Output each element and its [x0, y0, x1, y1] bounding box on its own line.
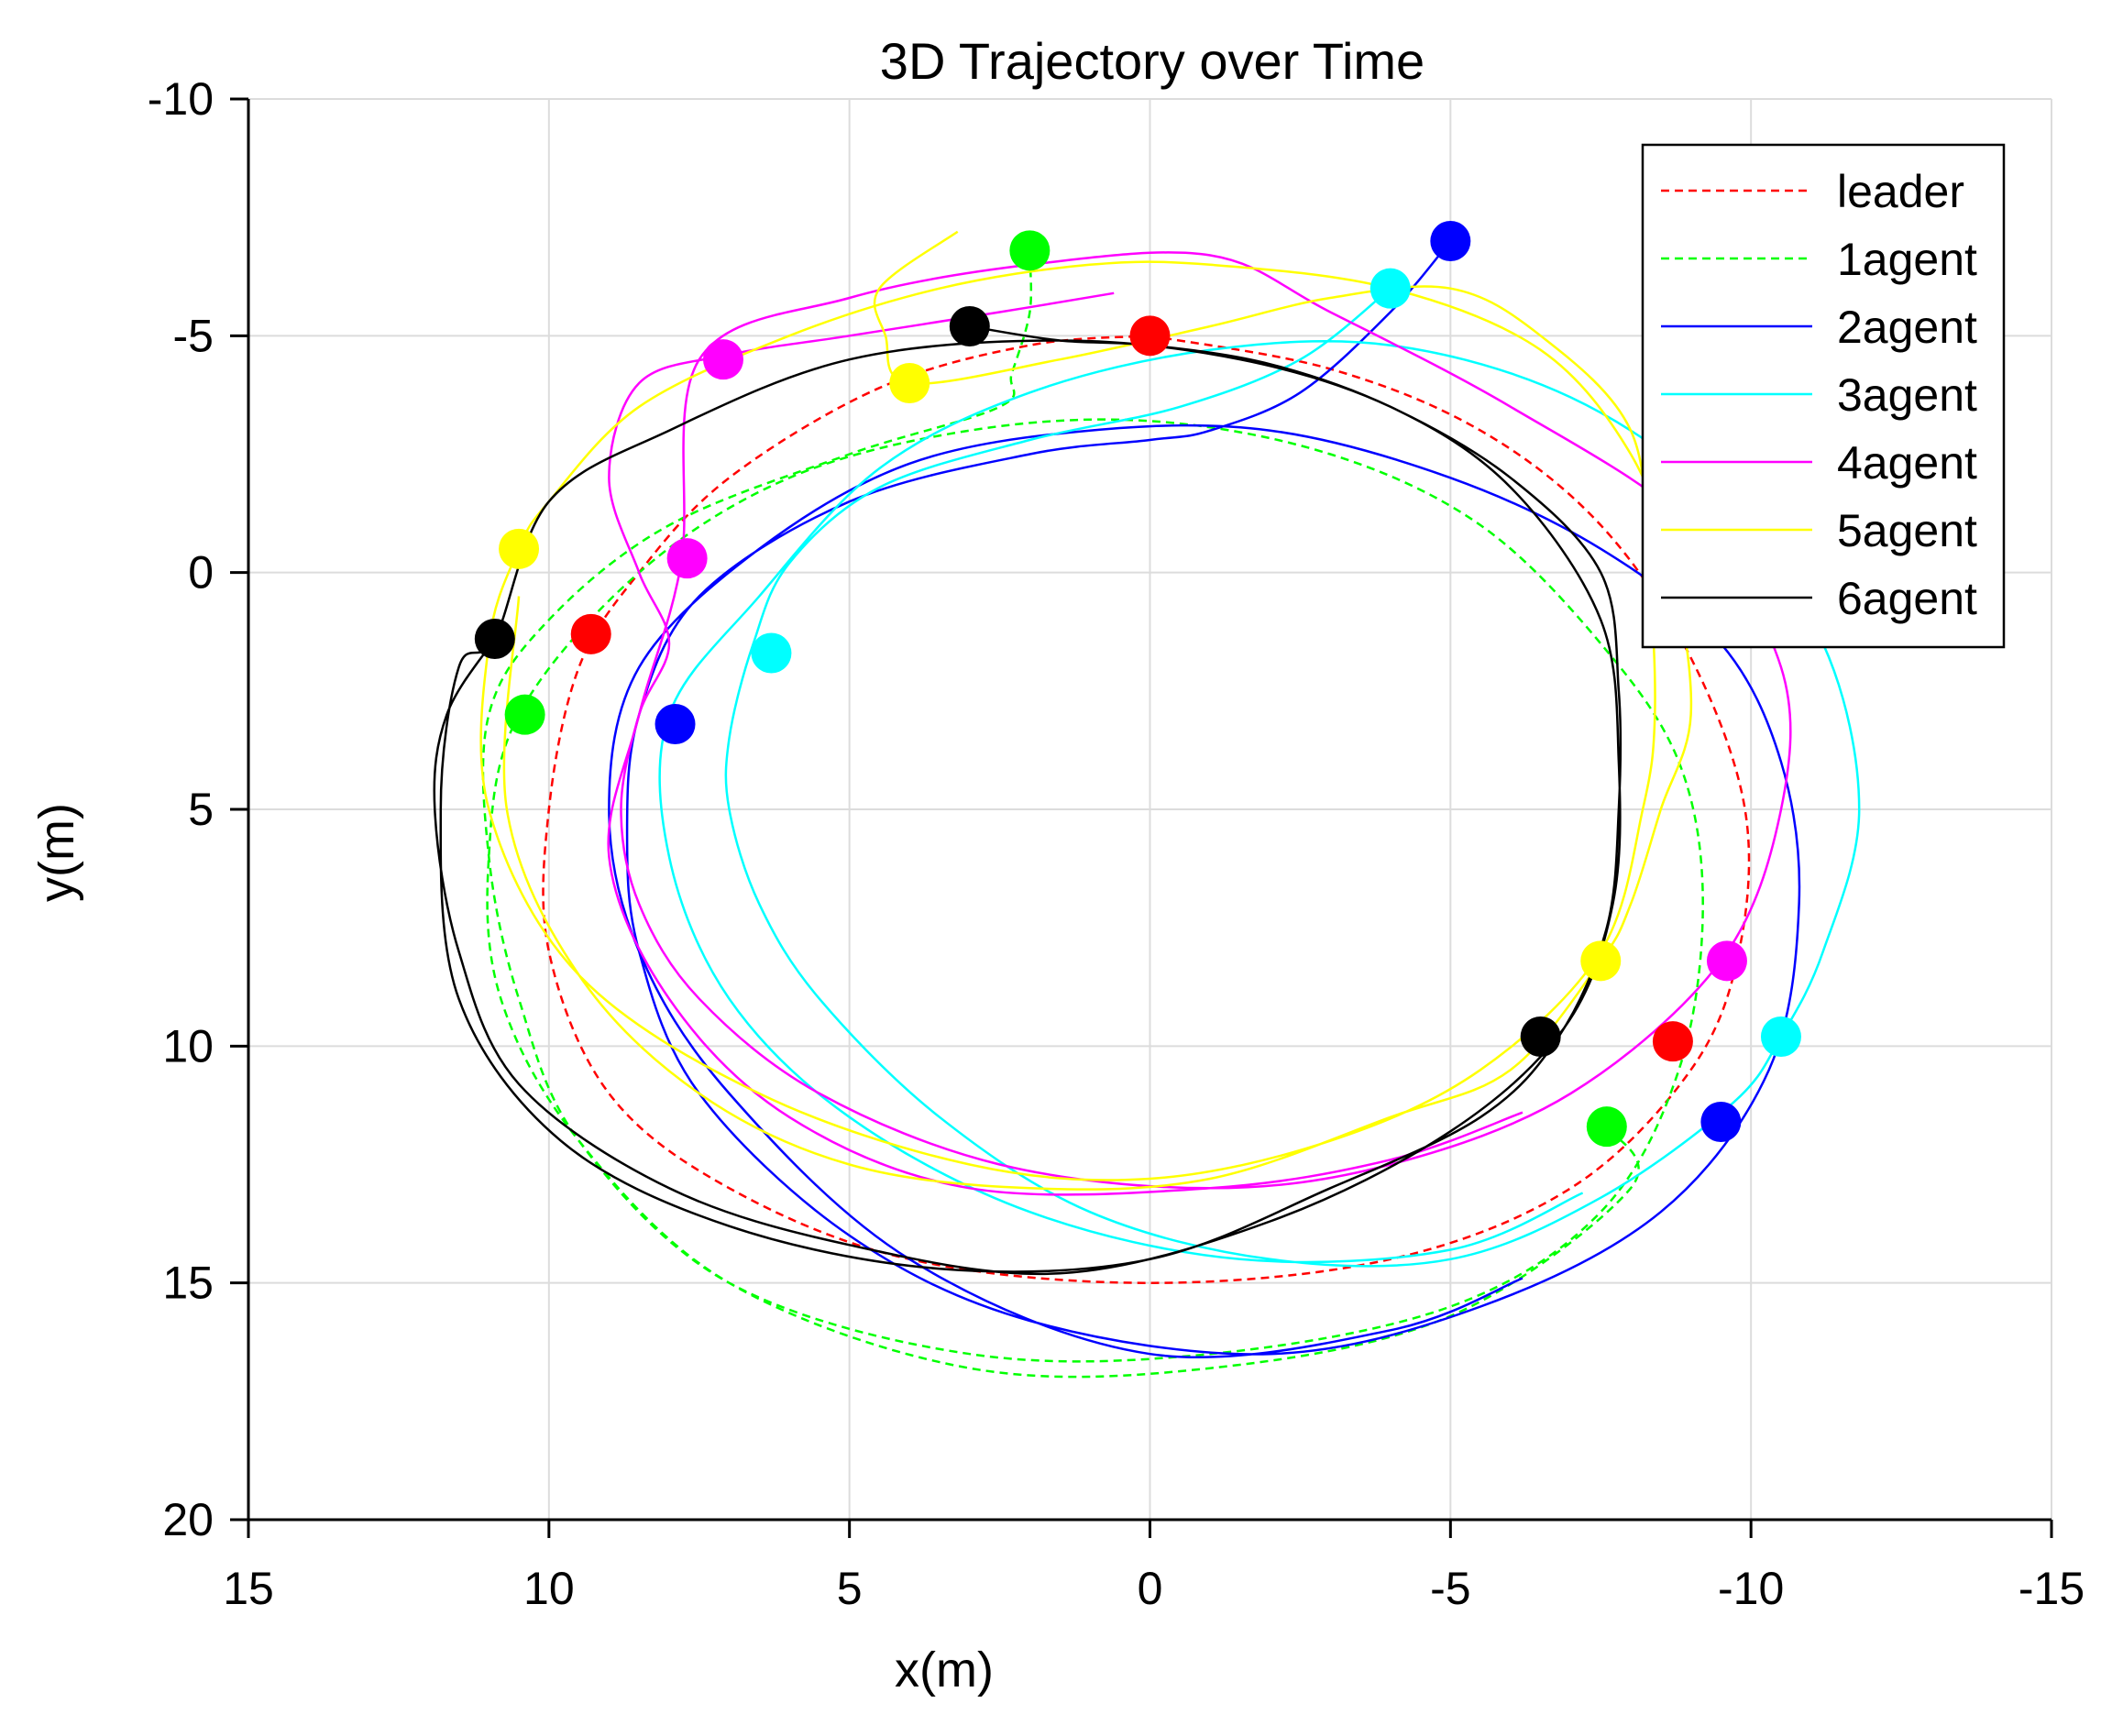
marker-1agent [504, 694, 545, 735]
marker-leader [1652, 1021, 1693, 1062]
x-tick-label: 10 [523, 1563, 575, 1614]
marker-1agent [1586, 1106, 1627, 1148]
y-axis-label: y(m) [29, 803, 84, 902]
x-tick-label: -10 [1718, 1563, 1784, 1614]
marker-6agent [949, 306, 990, 346]
y-tick-label: 10 [162, 1020, 214, 1071]
legend-label-leader: leader [1837, 166, 1964, 217]
x-tick-label: 15 [223, 1563, 274, 1614]
legend-label-2agent: 2agent [1837, 302, 1977, 353]
marker-4agent [702, 339, 743, 380]
y-tick-label: 0 [188, 547, 214, 599]
y-tick-label: 20 [162, 1494, 214, 1545]
marker-6agent [474, 619, 515, 659]
legend-label-3agent: 3agent [1837, 369, 1977, 421]
legend-label-4agent: 4agent [1837, 437, 1977, 489]
x-tick-label: 5 [837, 1563, 863, 1614]
marker-2agent [654, 704, 696, 744]
x-axis-label: x(m) [895, 1643, 994, 1698]
y-tick-label: -5 [173, 310, 214, 361]
series-line-1agent [481, 255, 1704, 1379]
x-tick-label: -15 [2018, 1563, 2084, 1614]
legend-label-1agent: 1agent [1837, 234, 1977, 285]
series-markers [474, 221, 1801, 1148]
marker-3agent [1370, 268, 1411, 309]
x-tick-label: -5 [1430, 1563, 1470, 1614]
axes [230, 97, 2053, 1538]
marker-leader [1129, 315, 1171, 357]
chart-title: 3D Trajectory over Time [880, 32, 1424, 90]
marker-1agent [1009, 230, 1050, 271]
x-tick-label: 0 [1138, 1563, 1163, 1614]
legend: leader 1agent 2agent 3agent 4agent 5agent 6age… [1641, 143, 2006, 649]
marker-3agent [1760, 1016, 1801, 1057]
marker-3agent [751, 632, 792, 674]
series-lines [433, 230, 1861, 1379]
marker-4agent [666, 538, 708, 579]
legend-label-5agent: 5agent [1837, 505, 1977, 556]
series-line-6agent [433, 324, 1622, 1276]
series-line-leader [542, 335, 1751, 1284]
series-line-4agent [607, 251, 1792, 1196]
marker-2agent [1700, 1102, 1742, 1142]
y-tick-label: 15 [162, 1258, 214, 1309]
y-tick-label: 5 [188, 784, 214, 835]
marker-4agent [1706, 940, 1747, 982]
marker-6agent [1520, 1016, 1561, 1057]
series-line-3agent [658, 287, 1861, 1268]
marker-5agent [1580, 940, 1622, 982]
marker-5agent [499, 528, 540, 569]
legend-box [1641, 143, 2006, 649]
marker-5agent [889, 363, 930, 403]
marker-2agent [1430, 221, 1471, 261]
marker-leader [570, 613, 611, 654]
legend-label-6agent: 6agent [1837, 573, 1977, 624]
y-tick-label: -10 [148, 73, 214, 125]
